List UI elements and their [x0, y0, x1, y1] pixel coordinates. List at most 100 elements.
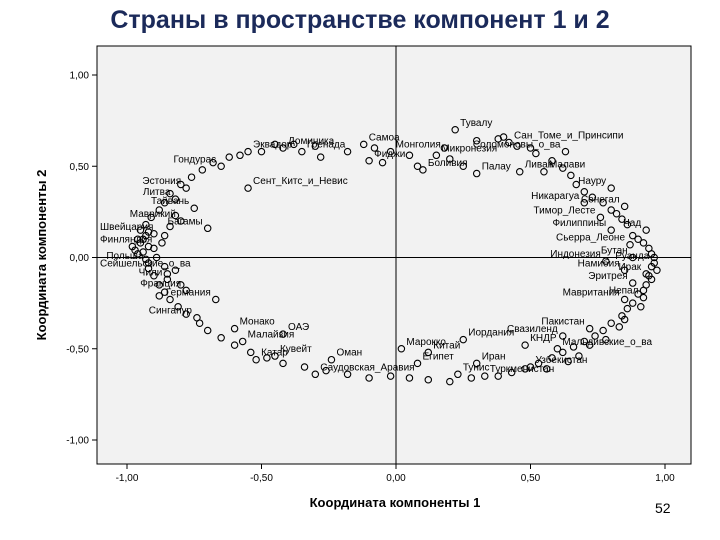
- data-point: [472, 169, 481, 178]
- data-point: [564, 357, 572, 366]
- data-point: [230, 324, 239, 333]
- data-point: [300, 363, 309, 371]
- point-label: Литва: [143, 187, 171, 198]
- data-point: [190, 204, 199, 212]
- point-label: Непал: [609, 286, 639, 297]
- data-point: [160, 199, 169, 207]
- data-point: [634, 235, 642, 244]
- point-label: Мальдивские_о_ва: [562, 337, 652, 348]
- data-point: [446, 377, 454, 386]
- point-label: Филиппины: [552, 218, 606, 229]
- data-point: [602, 257, 610, 265]
- data-point: [311, 370, 320, 379]
- data-point: [163, 275, 172, 284]
- data-point: [171, 211, 180, 220]
- data-point: [182, 184, 190, 192]
- data-point: [532, 149, 540, 158]
- data-point: [365, 374, 373, 382]
- data-point: [561, 147, 570, 156]
- point-label: Соломоновы_о_ва: [473, 140, 561, 151]
- data-point: [160, 262, 169, 271]
- data-point: [526, 144, 535, 152]
- data-point: [378, 158, 387, 167]
- point-label: Намибия: [578, 257, 620, 269]
- data-point: [271, 352, 279, 360]
- data-point: [263, 354, 271, 362]
- data-point: [155, 292, 164, 300]
- data-point: [134, 250, 142, 258]
- data-point: [424, 376, 433, 384]
- point-label: Маврикий: [130, 209, 176, 220]
- data-point: [446, 155, 454, 163]
- data-point: [559, 164, 567, 172]
- data-point: [542, 365, 551, 373]
- point-label: Ливан: [525, 160, 553, 171]
- data-point: [271, 140, 279, 149]
- point-label: Кувейт: [280, 344, 312, 355]
- plot-area: [96, 45, 692, 465]
- data-point: [639, 286, 648, 295]
- data-point: [311, 142, 320, 150]
- point-label: Иран: [482, 351, 506, 362]
- y-tick-label: -1,00: [66, 436, 89, 447]
- data-point: [147, 213, 155, 222]
- data-point: [177, 180, 185, 189]
- data-point: [203, 224, 212, 233]
- data-point: [327, 355, 336, 364]
- point-label: Малави: [549, 160, 585, 171]
- point-label: Сингапур: [149, 306, 193, 317]
- data-point: [637, 303, 645, 311]
- data-point: [177, 217, 185, 225]
- data-point: [599, 199, 607, 207]
- data-point: [507, 368, 516, 377]
- data-point: [386, 147, 395, 156]
- data-point: [618, 215, 626, 223]
- point-label: Монако: [240, 317, 276, 328]
- data-point: [198, 166, 207, 174]
- point-label: Эквадор: [253, 140, 293, 151]
- data-point: [585, 324, 594, 333]
- point-label: Чад: [623, 218, 641, 229]
- data-point: [244, 147, 252, 156]
- data-point: [166, 189, 174, 198]
- point-label: Сенегал: [581, 194, 620, 205]
- data-point: [236, 151, 244, 160]
- point-label: Тувалу: [460, 118, 492, 129]
- data-point: [160, 231, 169, 240]
- data-point: [607, 226, 615, 234]
- data-point: [580, 188, 589, 196]
- data-point: [244, 184, 252, 192]
- data-point: [526, 363, 535, 371]
- data-point: [620, 202, 629, 211]
- data-point: [505, 138, 513, 147]
- data-point: [642, 226, 650, 234]
- data-point: [580, 199, 589, 207]
- data-point: [602, 335, 610, 344]
- point-label: Финляндия: [100, 235, 152, 246]
- data-point: [481, 372, 489, 380]
- data-point: [591, 332, 599, 340]
- data-point: [572, 180, 580, 189]
- data-point: [413, 162, 422, 171]
- data-point: [615, 323, 624, 331]
- data-point: [279, 144, 287, 152]
- ticks-layer: -1,00 -0,50 0,00 0,50 1,00 1,00 0,50 0,00 -0,50 -…: [66, 71, 675, 485]
- data-point: [160, 288, 169, 296]
- data-point: [620, 295, 629, 304]
- data-point: [158, 239, 166, 247]
- point-label: Монголия: [396, 140, 441, 151]
- data-point: [150, 230, 158, 238]
- data-point: [628, 299, 637, 307]
- data-point: [580, 337, 589, 346]
- data-point: [653, 266, 661, 275]
- point-label: Малайзия: [248, 329, 295, 340]
- data-point: [639, 239, 648, 247]
- data-point: [650, 253, 658, 262]
- data-point: [171, 266, 180, 275]
- point-label: Доминика: [288, 136, 335, 147]
- point-label: Микронезия: [441, 143, 497, 154]
- data-point: [316, 153, 325, 161]
- data-point: [144, 259, 153, 267]
- data-point: [359, 140, 368, 149]
